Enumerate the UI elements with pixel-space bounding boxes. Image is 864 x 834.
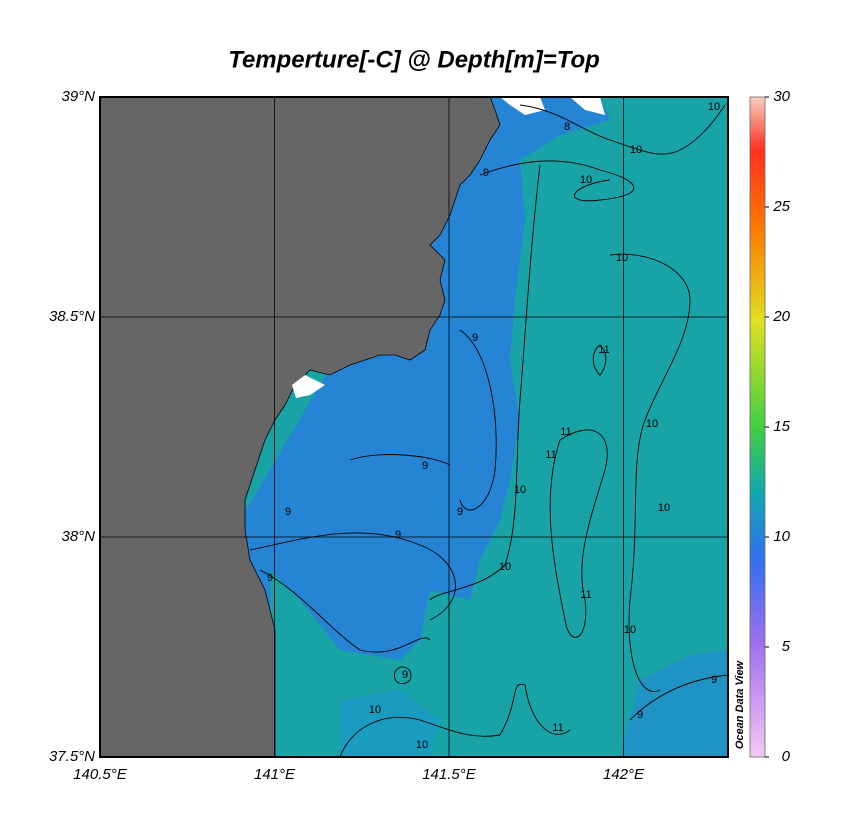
x-tick-label: 142°E <box>603 766 645 783</box>
contour-line <box>339 683 571 757</box>
contour-label: 10 <box>658 502 670 514</box>
map-area <box>100 97 728 757</box>
contour-label: 10 <box>708 101 720 113</box>
y-tick-label: 39°N <box>61 88 95 105</box>
contour-label: 8 <box>564 121 570 133</box>
contour-label: 10 <box>616 252 628 264</box>
y-tick-label: 37.5°N <box>49 748 95 765</box>
colorbar-tick-label: 25 <box>772 198 790 215</box>
missing-data <box>500 97 545 115</box>
contour-label: 10 <box>624 624 636 636</box>
contour-line <box>349 454 451 466</box>
x-tick-label: 141°E <box>254 766 296 783</box>
contour-line <box>249 532 456 621</box>
contour-label: 10 <box>646 418 658 430</box>
coastal-water <box>620 650 728 757</box>
contour-label: 10 <box>580 174 592 186</box>
contour-line <box>459 329 497 511</box>
contour-label: 9 <box>711 674 717 686</box>
y-tick-label: 38°N <box>61 528 95 545</box>
colorbar-tick-label: 10 <box>773 528 790 545</box>
contour-line <box>629 674 728 721</box>
colorbar-tick-label: 30 <box>773 88 790 105</box>
contour-line <box>519 104 726 155</box>
colorbar-tick-label: 20 <box>772 308 790 325</box>
contour-label: 10 <box>416 739 428 751</box>
coastal-water <box>340 690 440 757</box>
contour-label: 9 <box>285 506 291 518</box>
contour-label: 10 <box>514 484 526 496</box>
contour-line <box>429 164 541 601</box>
contour-label: 9 <box>395 529 401 541</box>
colorbar-tick-label: 0 <box>782 748 791 765</box>
watermark: Ocean Data View <box>734 659 746 749</box>
contour-label: 9 <box>402 669 408 681</box>
map-title: Temperture[-C] @ Depth[m]=Top <box>228 46 600 73</box>
y-tick-label: 38.5°N <box>49 308 95 325</box>
colorbar-tick-label: 5 <box>782 638 791 655</box>
contour-label: 9 <box>637 709 643 721</box>
contour-label: 11 <box>552 722 563 734</box>
contour-label: 9 <box>422 460 428 472</box>
contour-label: 10 <box>499 561 511 573</box>
x-tick-label: 140.5°E <box>73 766 128 783</box>
contour-line <box>479 160 635 202</box>
land <box>100 97 501 757</box>
x-tick-label: 141.5°E <box>422 766 477 783</box>
contour-line <box>609 253 691 692</box>
contour-line <box>259 569 431 653</box>
contour-line <box>549 429 608 638</box>
contour-label: 9 <box>472 332 478 344</box>
contour-label: 11 <box>598 344 609 356</box>
contour-line <box>394 666 412 685</box>
contour-line <box>592 344 607 376</box>
contour-label: 11 <box>560 426 571 438</box>
contour-label: 9 <box>267 572 273 584</box>
contour-label: 9 <box>483 167 489 179</box>
missing-data <box>570 97 605 115</box>
contour-label: 10 <box>369 704 381 716</box>
contour-label: 11 <box>545 449 556 461</box>
colorbar-tick-label: 15 <box>773 418 790 435</box>
contour-label: 10 <box>630 144 642 156</box>
contour-label: 9 <box>457 506 463 518</box>
colorbar <box>749 96 766 758</box>
missing-data <box>292 375 325 398</box>
contour-label: 11 <box>580 589 591 601</box>
